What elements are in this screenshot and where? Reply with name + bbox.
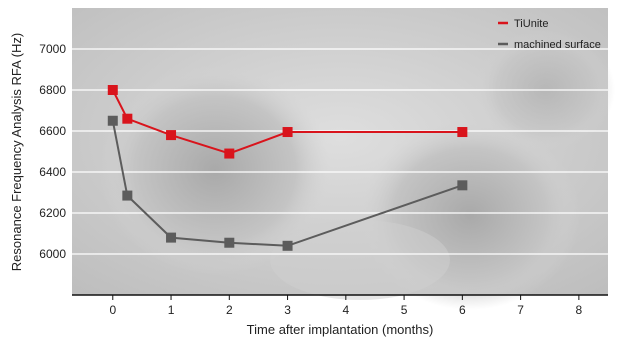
y-tick-label: 6600 [39, 124, 66, 138]
x-tick-label: 6 [459, 303, 466, 317]
x-tick-label: 7 [517, 303, 524, 317]
x-tick-label: 4 [342, 303, 349, 317]
y-tick-label: 6200 [39, 206, 66, 220]
data-point [457, 127, 467, 137]
y-tick-label: 7000 [39, 42, 66, 56]
data-point [224, 238, 234, 248]
legend-label-machined: machined surface [514, 39, 601, 51]
x-axis-title: Time after implantation (months) [247, 322, 434, 337]
data-point [166, 130, 176, 140]
plot-background [72, 8, 615, 310]
legend-label-tiunite: TiUnite [514, 18, 548, 30]
data-point [283, 241, 293, 251]
data-point [108, 116, 118, 126]
data-point [166, 233, 176, 243]
data-point [283, 127, 293, 137]
y-axis-title: Resonance Frequency Analysis RFA (Hz) [9, 33, 24, 271]
data-point [224, 149, 234, 159]
y-axis: 6000 6200 6400 6600 6800 7000 [39, 42, 66, 261]
data-point [108, 85, 118, 95]
data-point [457, 180, 467, 190]
x-tick-label: 5 [401, 303, 408, 317]
x-tick-label: 2 [226, 303, 233, 317]
x-tick-label: 0 [109, 303, 116, 317]
x-tick-label: 3 [284, 303, 291, 317]
data-point [122, 114, 132, 124]
y-tick-label: 6000 [39, 247, 66, 261]
y-tick-label: 6800 [39, 83, 66, 97]
x-tick-label: 1 [168, 303, 175, 317]
x-tick-label: 8 [576, 303, 583, 317]
data-point [122, 191, 132, 201]
y-tick-label: 6400 [39, 165, 66, 179]
